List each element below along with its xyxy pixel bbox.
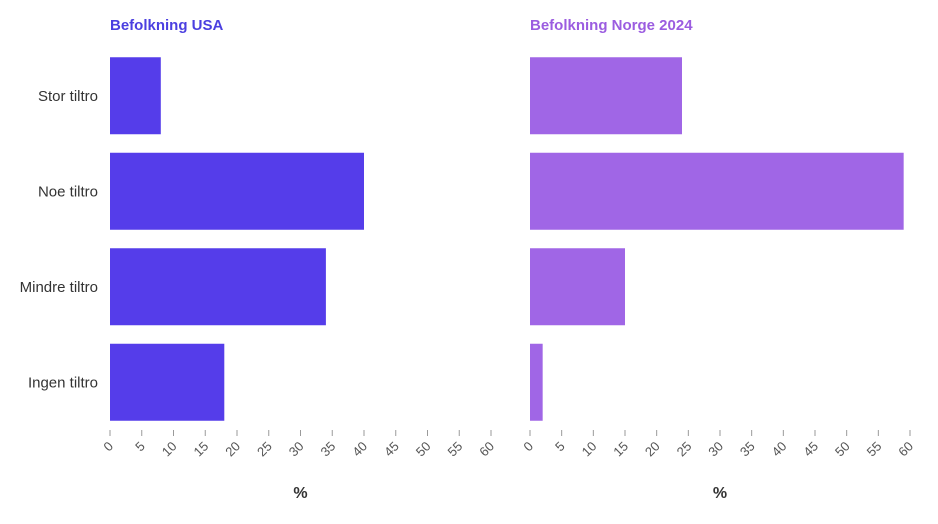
category-label: Mindre tiltro	[20, 279, 98, 296]
x-tick-label: 55	[445, 439, 466, 460]
chart-title: Befolkning Norge 2024	[530, 17, 693, 34]
bar-mindre-tiltro	[110, 248, 326, 326]
x-tick-label: 40	[769, 439, 790, 460]
x-tick-label: 5	[552, 439, 568, 455]
bar-mindre-tiltro	[530, 248, 625, 326]
x-tick-label: 25	[674, 439, 695, 460]
bar-noe-tiltro	[110, 152, 364, 230]
x-tick-label: 0	[100, 439, 116, 455]
category-label: Ingen tiltro	[28, 374, 98, 391]
category-label: Noe tiltro	[38, 183, 98, 200]
x-tick-label: 60	[895, 439, 916, 460]
chart-title: Befolkning USA	[110, 17, 224, 34]
x-tick-label: 45	[381, 439, 402, 460]
x-tick-label: 50	[413, 439, 434, 460]
x-axis-title: %	[713, 485, 727, 502]
x-tick-label: 5	[132, 439, 148, 455]
bar-noe-tiltro	[530, 152, 904, 230]
x-tick-label: 15	[610, 439, 631, 460]
x-tick-label: 10	[579, 439, 600, 460]
bar-stor-tiltro	[530, 57, 682, 135]
x-tick-label: 55	[864, 439, 885, 460]
category-label: Stor tiltro	[38, 88, 98, 105]
x-axis-title: %	[293, 485, 307, 502]
x-tick-label: 15	[191, 439, 212, 460]
x-tick-label: 45	[800, 439, 821, 460]
bar-stor-tiltro	[110, 57, 161, 135]
x-tick-label: 50	[832, 439, 853, 460]
x-tick-label: 30	[286, 439, 307, 460]
x-tick-label: 0	[520, 439, 536, 455]
x-tick-label: 35	[737, 439, 758, 460]
bar-ingen-tiltro	[530, 343, 543, 421]
x-tick-label: 60	[476, 439, 497, 460]
x-tick-label: 40	[349, 439, 370, 460]
x-tick-label: 20	[222, 439, 243, 460]
chart-panel-1: Befolkning USA 0 5 10 15 20 25 30 35 40 45 50 55 60%	[100, 17, 497, 502]
x-tick-label: 30	[705, 439, 726, 460]
x-tick-label: 20	[642, 439, 663, 460]
x-tick-label: 10	[159, 439, 180, 460]
bar-ingen-tiltro	[110, 343, 225, 421]
chart-panel-2: Befolkning Norge 2024 0 5 10 15 20 25 30 35 40 45 5…	[520, 17, 916, 502]
x-tick-label: 25	[254, 439, 275, 460]
x-tick-label: 35	[318, 439, 339, 460]
